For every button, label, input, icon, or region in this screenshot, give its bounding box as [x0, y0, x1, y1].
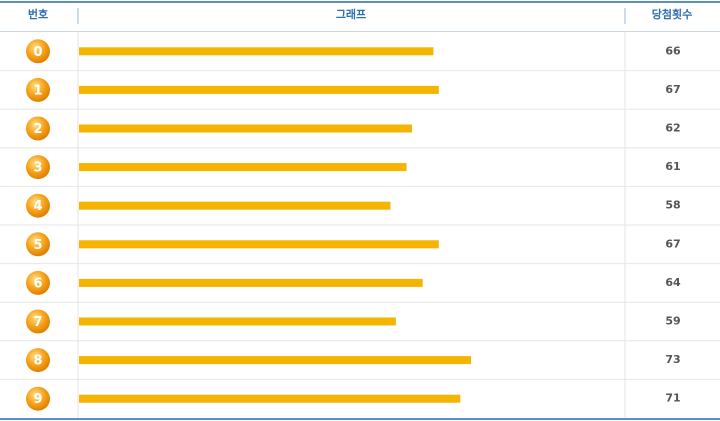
column-header: 번호 [28, 7, 48, 21]
count-value: 73 [665, 353, 680, 366]
ball-number: 8 [33, 354, 42, 369]
count-value: 58 [665, 199, 680, 212]
number-ball [26, 386, 50, 411]
number-ball [26, 155, 50, 180]
number-ball [26, 270, 50, 295]
count-value: 62 [665, 122, 680, 135]
count-value: 64 [665, 276, 681, 289]
ball-number: 7 [33, 315, 42, 330]
count-value: 67 [665, 83, 680, 96]
bar [79, 163, 407, 172]
ball-number: 4 [33, 199, 42, 214]
bar [79, 356, 472, 365]
number-ball [26, 39, 50, 64]
bar [79, 201, 391, 210]
count-value: 61 [665, 160, 680, 173]
bar [79, 85, 439, 94]
bar [79, 240, 439, 249]
number-ball [26, 193, 50, 218]
column-header: 당첨횟수 [652, 7, 692, 21]
count-value: 67 [665, 237, 680, 250]
column-header: 그래프 [336, 7, 366, 21]
bar [79, 47, 434, 56]
bar [79, 278, 423, 287]
bar [79, 124, 412, 133]
ball-number: 9 [33, 392, 42, 407]
ball-number: 0 [33, 45, 42, 60]
number-ball [26, 77, 50, 102]
ball-number: 1 [33, 83, 42, 98]
bar [79, 394, 461, 403]
number-ball [26, 116, 50, 141]
top-border [0, 1, 720, 3]
count-value: 71 [665, 392, 680, 405]
ball-number: 6 [33, 276, 42, 291]
ball-number: 5 [33, 238, 42, 253]
ball-number: 3 [33, 161, 42, 176]
count-value: 59 [665, 315, 680, 328]
number-ball [26, 232, 50, 257]
bottom-border [0, 418, 720, 420]
bar [79, 317, 396, 326]
number-ball [26, 348, 50, 373]
count-value: 66 [665, 44, 681, 57]
ball-number: 2 [33, 122, 42, 137]
number-ball [26, 309, 50, 334]
